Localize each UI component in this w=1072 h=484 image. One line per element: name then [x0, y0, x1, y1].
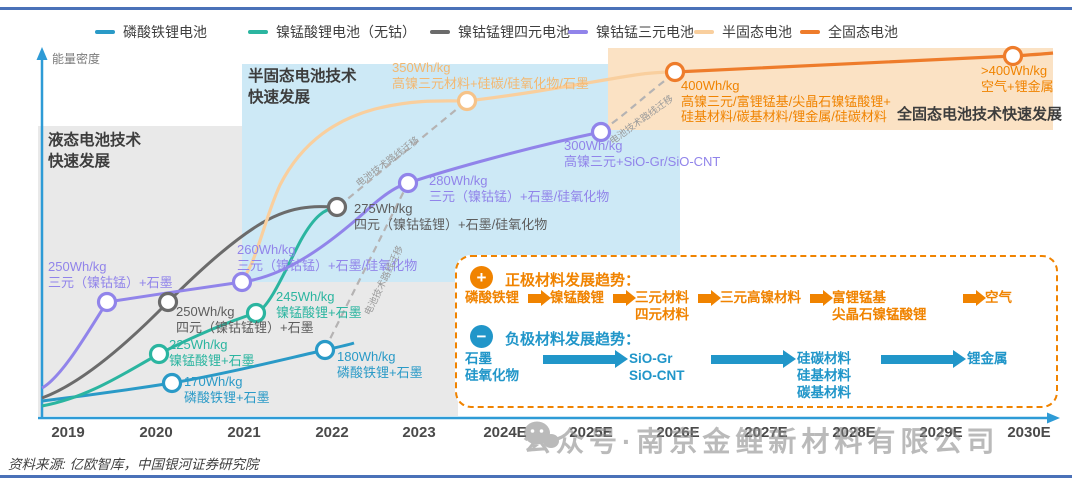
milestone-solid-400: 400Wh/kg 高镍三元/富锂锰基/尖晶石镍锰酸锂+ 硅基材料/碳基材料/锂金属… — [681, 78, 891, 125]
line-swatch-icon — [800, 30, 820, 34]
milestone-semi-solid-350: 350Wh/kg 高镍三元材料+硅碳/硅氧化物/石墨 — [392, 60, 589, 91]
arrow-right-icon — [963, 290, 986, 306]
milestone-lnmo-225: 225Wh/kg 镍锰酸锂+石墨 — [169, 337, 255, 368]
cathode-trend-title: 正极材料发展趋势： — [505, 272, 641, 289]
legend-item-lnmo: 镍锰酸锂电池（无钴） — [248, 22, 416, 42]
arrow-right-icon — [528, 290, 551, 306]
anode-step: 锂金属 — [967, 351, 1008, 366]
legend-item-lfp: 磷酸铁锂电池 — [95, 22, 207, 42]
plus-icon: + — [470, 266, 493, 289]
source-note: 资料来源: 亿欧智库，中国银河证券研究院 — [8, 457, 259, 472]
x-tick: 2020 — [139, 424, 173, 441]
cathode-step: 三元高镍材料 — [720, 290, 801, 305]
x-tick: 2019 — [51, 424, 85, 441]
milestone-ncm-260: 260Wh/kg 三元（镍钴锰）+石墨/硅氧化物 — [237, 242, 418, 273]
milestone-markers — [96, 45, 1024, 394]
legend-item-quaternary: 镍钴锰锂四元电池 — [430, 22, 570, 42]
lfp-curve — [41, 341, 355, 403]
milestone-ncm-300: 300Wh/kg 高镍三元+SiO-Gr/SiO-CNT — [564, 138, 721, 169]
semi-solid-curve — [241, 70, 676, 280]
x-tick: 2025E — [569, 424, 613, 441]
x-tick: 2030E — [1007, 424, 1051, 441]
legend-label: 镍钴锰三元电池 — [596, 24, 694, 40]
milestone-solid-400plus: >400Wh/kg 空气+锂金属 — [981, 63, 1054, 94]
cathode-step: 空气 — [985, 290, 1012, 305]
migration-dashed-lines — [324, 75, 672, 350]
x-tick: 2029E — [919, 424, 963, 441]
legend-label: 全固态电池 — [828, 24, 898, 40]
cathode-trend-row: 磷酸铁锂 镍锰酸锂 三元材料 四元材料 三元高镍材料 富锂锰基 尖晶石镍锰酸锂 … — [465, 290, 1012, 324]
milestone-lfp-180: 180Wh/kg 磷酸铁锂+石墨 — [337, 349, 423, 380]
line-swatch-icon — [430, 30, 450, 34]
legend-item-ncm: 镍钴锰三元电池 — [568, 22, 694, 42]
milestone-lnmo-245: 245Wh/kg 镍锰酸锂+石墨 — [276, 289, 362, 320]
line-swatch-icon — [694, 30, 714, 34]
cathode-step: 富锂锰基 尖晶石镍锰酸锂 — [832, 290, 927, 322]
arrow-right-icon — [698, 290, 721, 306]
cathode-step: 磷酸铁锂 — [465, 290, 519, 305]
arrow-right-icon — [543, 350, 628, 368]
milestone-ncm-280: 280Wh/kg 三元（镍钴锰）+石墨/硅氧化物 — [429, 173, 610, 204]
milestone-quaternary-275: 275Wh/kg 四元（镍钴锰锂）+石墨/硅氧化物 — [354, 201, 548, 232]
lnmo-curve — [41, 205, 338, 408]
line-swatch-icon — [568, 30, 588, 34]
phase-label-solid-state: 全固态电池技术快速发展 — [897, 106, 1063, 123]
anode-trend-row: 石墨 硅氧化物 SiO-Gr SiO-CNT 硅碳材料 硅基材料 碳基材料 锂金… — [465, 350, 1008, 402]
milestone-quaternary-250: 250Wh/kg 四元（镍钴锰锂）+石墨 — [176, 304, 314, 335]
anode-step: 石墨 硅氧化物 — [465, 351, 519, 383]
axes — [36, 47, 1060, 424]
top-rule — [0, 7, 1072, 10]
x-tick: 2022 — [315, 424, 349, 441]
milestone-ncm-250: 250Wh/kg 三元（镍钴锰）+石墨 — [48, 259, 173, 290]
x-tick: 2027E — [744, 424, 788, 441]
legend-label: 半固态电池 — [722, 24, 792, 40]
x-tick: 2026E — [656, 424, 700, 441]
x-tick: 2021 — [227, 424, 261, 441]
cathode-step: 镍锰酸锂 — [550, 290, 604, 305]
anode-step: SiO-Gr SiO-CNT — [629, 351, 685, 383]
arrow-right-icon — [711, 350, 796, 368]
minus-icon: − — [470, 325, 493, 348]
legend-label: 镍钴锰锂四元电池 — [458, 24, 570, 40]
legend-label: 磷酸铁锂电池 — [123, 24, 207, 40]
phase-label-liquid: 液态电池技术 快速发展 — [48, 132, 142, 170]
line-swatch-icon — [95, 30, 115, 34]
cathode-step: 三元材料 四元材料 — [635, 290, 689, 322]
quaternary-curve — [41, 205, 338, 400]
watermark: 公众号·南京金鲤新材料有限公司 — [523, 420, 999, 460]
wechat-icon — [524, 421, 559, 450]
phase-label-semi-solid: 半固态电池技术 快速发展 — [248, 68, 357, 106]
anode-step: 硅碳材料 硅基材料 碳基材料 — [797, 351, 851, 400]
x-tick: 2023 — [402, 424, 436, 441]
anode-trend-title: 负极材料发展趋势： — [505, 331, 641, 348]
legend-item-semi-solid: 半固态电池 — [694, 22, 792, 42]
material-trends-box: + 正极材料发展趋势： 磷酸铁锂 镍锰酸锂 三元材料 四元材料 三元高镍材料 富… — [455, 255, 1058, 408]
x-tick: 2028E — [832, 424, 876, 441]
arrow-right-icon — [881, 350, 966, 368]
bottom-rule — [0, 475, 1072, 478]
region-solid-state-battery — [608, 48, 1053, 130]
arrow-right-icon — [613, 290, 636, 306]
legend-label: 镍锰酸锂电池（无钴） — [276, 24, 416, 40]
legend-item-solid-state: 全固态电池 — [800, 22, 898, 42]
arrow-right-icon — [810, 290, 833, 306]
milestone-lfp-170: 170Wh/kg 磷酸铁锂+石墨 — [184, 374, 270, 405]
y-axis-label: 能量密度 — [52, 52, 101, 66]
solid-state-curve — [674, 51, 1054, 74]
line-swatch-icon — [248, 30, 268, 34]
x-tick: 2024E — [483, 424, 527, 441]
watermark-text: 公众号·南京金鲤新材料有限公司 — [523, 426, 1000, 457]
